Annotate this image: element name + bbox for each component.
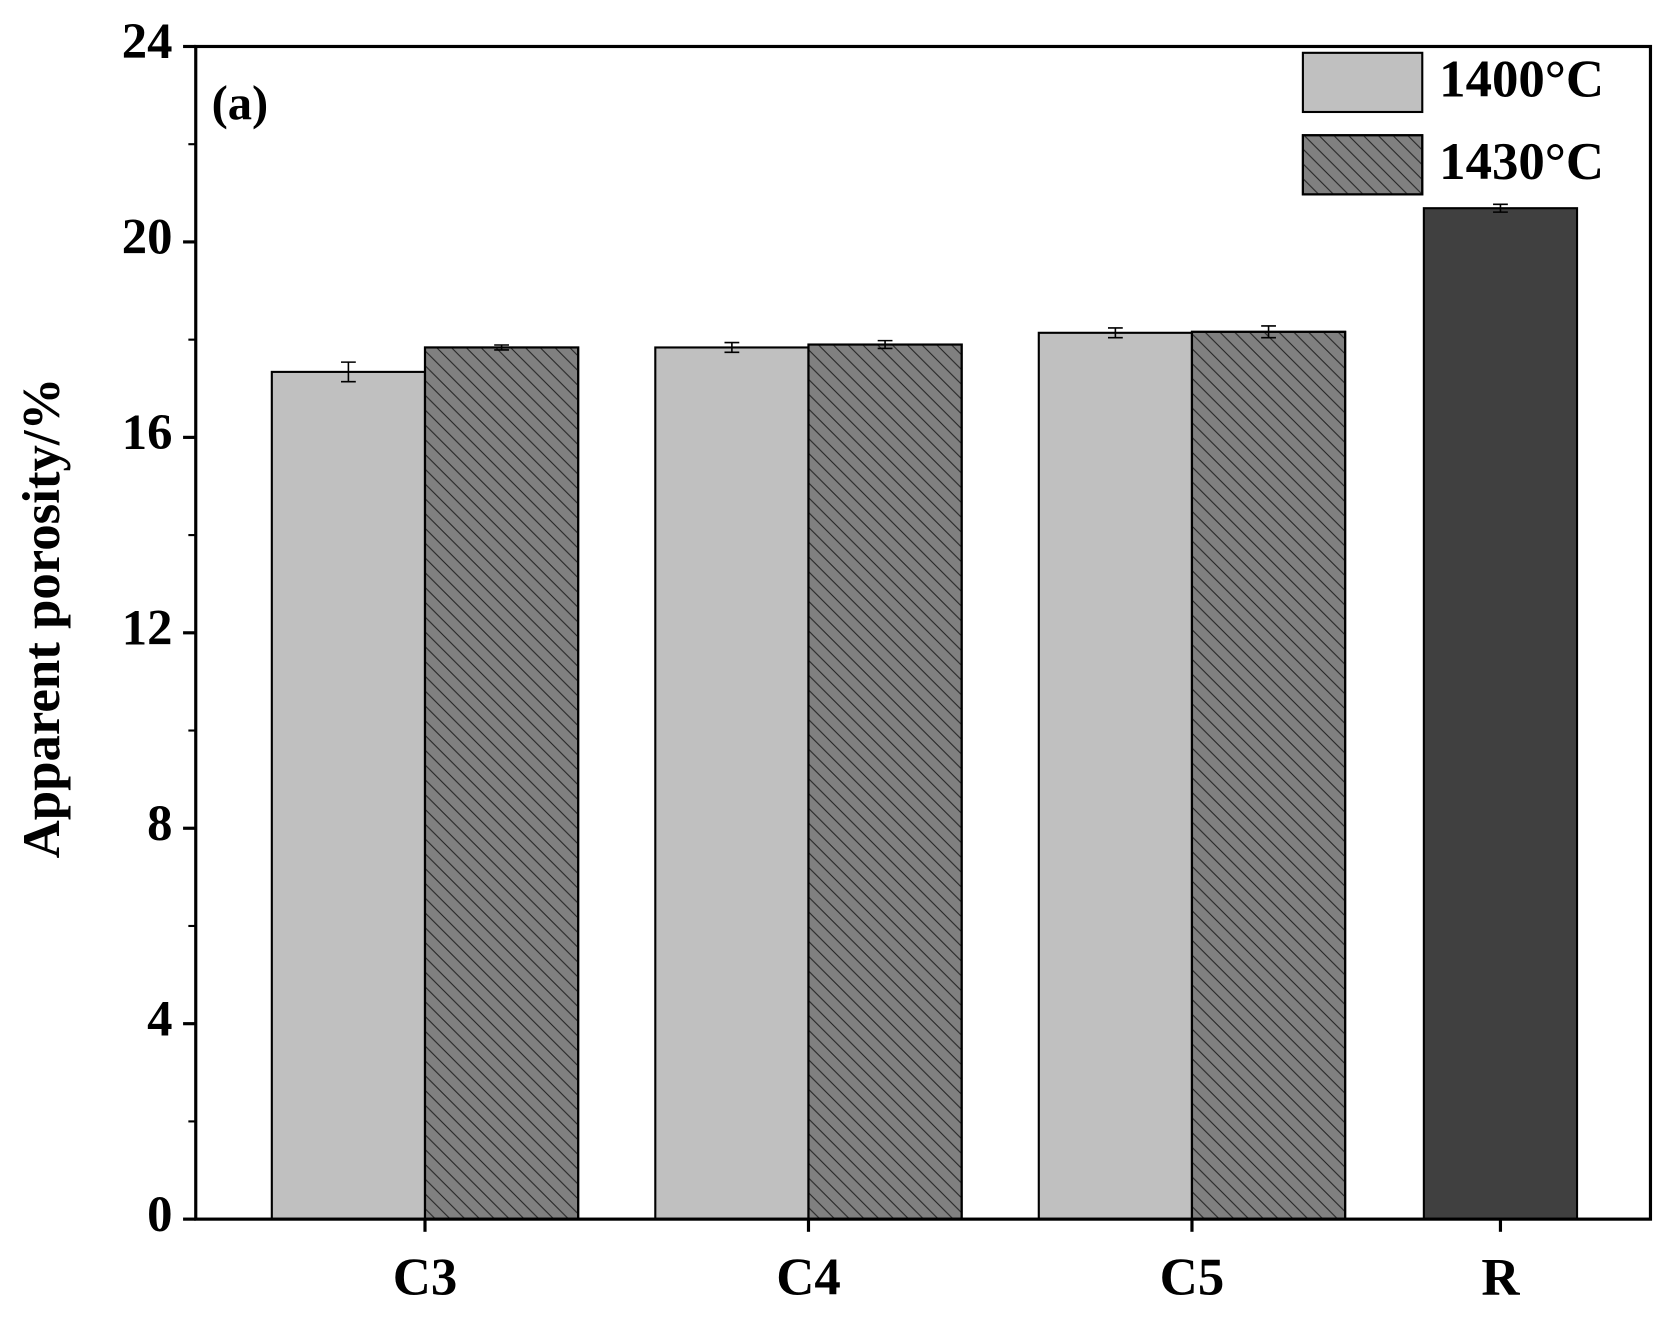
legend-label: 1400°C bbox=[1439, 51, 1604, 109]
y-tick-label: 12 bbox=[122, 599, 173, 655]
legend-swatch bbox=[1301, 51, 1424, 114]
error-bar bbox=[1261, 325, 1276, 339]
y-tick-label: 8 bbox=[147, 795, 172, 851]
error-bar bbox=[494, 344, 509, 351]
y-tick-label: 0 bbox=[147, 1186, 172, 1242]
bar-hatch bbox=[423, 346, 580, 1221]
bar bbox=[270, 370, 427, 1221]
bar bbox=[1037, 331, 1194, 1221]
x-tick-label: R bbox=[1481, 1249, 1520, 1307]
y-axis-title: Apparent porosity/% bbox=[13, 378, 71, 859]
error-bar bbox=[724, 341, 740, 354]
error-bar bbox=[877, 339, 893, 350]
bar bbox=[654, 346, 810, 1221]
x-tick-label: C3 bbox=[393, 1249, 458, 1307]
bar-hatch bbox=[807, 343, 963, 1221]
bar-hatch bbox=[1190, 330, 1347, 1221]
bar bbox=[1422, 207, 1579, 1221]
y-tick-label: 4 bbox=[147, 990, 172, 1046]
y-tick-label: 24 bbox=[122, 13, 173, 69]
error-bar bbox=[1107, 327, 1123, 339]
x-tick-label: C4 bbox=[776, 1249, 841, 1307]
annotation: (a) bbox=[212, 76, 269, 130]
y-tick-label: 20 bbox=[122, 209, 173, 265]
error-bar bbox=[341, 361, 356, 383]
error-bar bbox=[1493, 203, 1508, 213]
legend-label: 1430°C bbox=[1439, 133, 1604, 191]
legend-swatch-hatch bbox=[1301, 134, 1424, 196]
y-tick-label: 16 bbox=[122, 404, 173, 460]
x-tick-label: C5 bbox=[1160, 1249, 1225, 1307]
